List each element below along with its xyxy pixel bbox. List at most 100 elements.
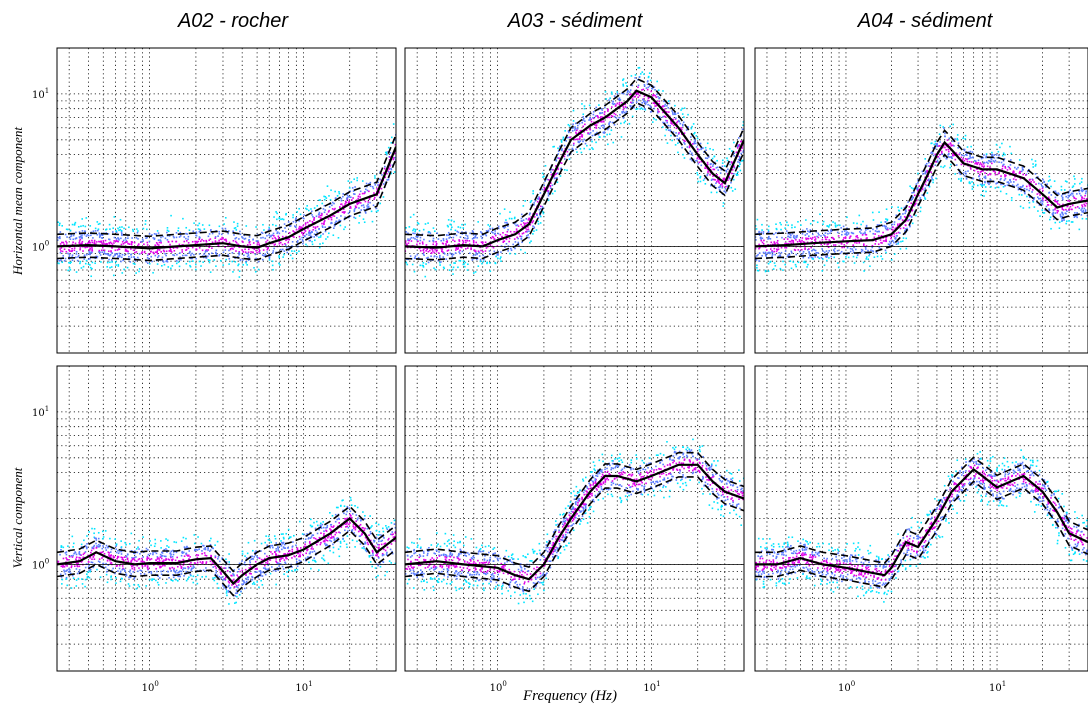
scatter-point	[337, 211, 340, 213]
scatter-point	[177, 227, 180, 229]
scatter-point	[561, 149, 563, 152]
scatter-point	[717, 186, 720, 189]
scatter-point	[231, 260, 234, 263]
scatter-point	[282, 230, 284, 232]
scatter-point	[793, 234, 795, 237]
scatter-point	[1008, 182, 1010, 185]
scatter-point	[663, 121, 665, 124]
scatter-point	[947, 156, 950, 158]
scatter-point	[75, 568, 78, 570]
scatter-point	[515, 228, 518, 230]
scatter-point	[127, 250, 129, 253]
scatter-point	[500, 260, 502, 262]
scatter-point	[432, 227, 435, 229]
scatter-point	[81, 583, 84, 585]
scatter-point	[1022, 173, 1024, 176]
scatter-point	[77, 254, 80, 257]
scatter-point	[502, 240, 505, 243]
scatter-point	[1050, 194, 1053, 196]
scatter-point	[1000, 177, 1002, 180]
scatter-point	[89, 225, 92, 227]
scatter-point	[257, 260, 260, 263]
scatter-point	[625, 82, 627, 84]
scatter-point	[934, 153, 937, 156]
scatter-point	[218, 560, 221, 563]
scatter-point	[480, 249, 482, 252]
scatter-point	[806, 237, 809, 240]
scatter-point	[237, 581, 240, 583]
scatter-point	[301, 236, 304, 239]
scatter-point	[339, 206, 341, 209]
scatter-point	[972, 177, 975, 180]
scatter-point	[539, 214, 541, 217]
scatter-point	[106, 266, 109, 268]
scatter-point	[108, 552, 110, 554]
scatter-point	[130, 248, 132, 250]
scatter-point	[951, 157, 953, 160]
scatter-point	[451, 268, 454, 271]
scatter-point	[348, 216, 350, 219]
scatter-point	[899, 232, 901, 234]
scatter-point	[853, 246, 855, 249]
scatter-point	[797, 249, 800, 251]
scatter-point	[321, 213, 323, 215]
scatter-point	[725, 169, 727, 172]
scatter-point	[1018, 172, 1021, 174]
scatter-point	[115, 264, 117, 266]
scatter-point	[1056, 209, 1059, 212]
scatter-point	[208, 246, 210, 249]
scatter-point	[505, 238, 508, 241]
scatter-point	[638, 105, 641, 108]
scatter-point	[205, 245, 208, 247]
scatter-point	[89, 266, 92, 269]
scatter-point	[621, 112, 624, 114]
scatter-point	[993, 161, 996, 163]
scatter-point	[871, 244, 874, 247]
scatter-point	[103, 242, 105, 245]
scatter-point	[295, 217, 297, 219]
scatter-point	[973, 159, 976, 162]
scatter-point	[944, 132, 946, 135]
scatter-point	[344, 211, 346, 213]
scatter-point	[421, 243, 424, 245]
scatter-point	[647, 97, 650, 99]
scatter-point	[969, 166, 972, 169]
scatter-point	[508, 237, 511, 240]
scatter-point	[806, 266, 808, 268]
scatter-point	[370, 210, 373, 213]
scatter-point	[202, 240, 205, 242]
scatter-point	[423, 251, 425, 254]
scatter-point	[247, 541, 250, 544]
scatter-point	[1067, 192, 1070, 194]
scatter-point	[478, 255, 481, 257]
scatter-point	[797, 220, 799, 223]
scatter-point	[201, 561, 204, 563]
scatter-point	[329, 198, 332, 201]
scatter-point	[618, 101, 621, 104]
scatter-point	[729, 161, 731, 163]
upper-percentile-line	[57, 134, 396, 238]
scatter-point	[776, 249, 779, 251]
scatter-point	[461, 250, 464, 253]
scatter-point	[935, 144, 938, 146]
scatter-point	[206, 250, 208, 252]
scatter-point	[590, 120, 593, 123]
scatter-point	[856, 222, 858, 225]
scatter-point	[329, 512, 331, 514]
scatter-point	[543, 188, 546, 190]
scatter-point	[301, 216, 304, 219]
scatter-point	[333, 215, 336, 217]
scatter-point	[340, 199, 343, 202]
scatter-point	[203, 253, 205, 255]
scatter-point	[365, 550, 368, 553]
scatter-point	[238, 579, 240, 581]
scatter-point	[572, 144, 575, 147]
scatter-point	[185, 232, 187, 235]
scatter-point	[352, 197, 354, 199]
scatter-point	[295, 544, 297, 547]
scatter-point	[867, 249, 869, 252]
scatter-point	[724, 191, 727, 194]
scatter-point	[121, 272, 124, 274]
scatter-point	[931, 151, 933, 153]
scatter-point	[885, 218, 887, 220]
